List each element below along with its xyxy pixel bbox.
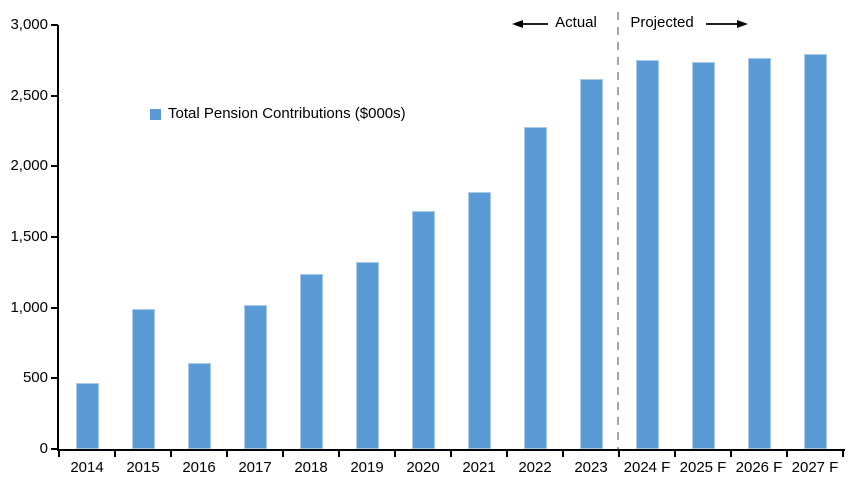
- bar-2017: [243, 304, 267, 449]
- bar-2024-f: [635, 60, 659, 449]
- x-tick-mark: [506, 449, 508, 457]
- x-axis-label: 2021: [462, 459, 496, 476]
- actual-left-arrow-icon: [512, 20, 548, 28]
- y-tick-mark: [51, 306, 58, 309]
- x-tick-mark: [562, 449, 564, 457]
- x-axis-label: 2027 F: [791, 459, 839, 476]
- y-tick-mark: [51, 377, 58, 380]
- x-axis-label: 2017: [238, 459, 272, 476]
- bar-2025-f: [691, 61, 715, 449]
- legend-marker-icon: [150, 108, 161, 120]
- bar-2020: [411, 210, 435, 449]
- x-axis-label: 2018: [294, 459, 328, 476]
- y-tick-label: 0: [39, 440, 48, 457]
- x-tick-mark: [674, 449, 676, 457]
- x-axis-label: 2025 F: [679, 459, 727, 476]
- x-tick-mark: [450, 449, 452, 457]
- projected-right-arrow-icon: [706, 20, 748, 28]
- x-axis-label: 2016: [182, 459, 216, 476]
- x-axis-label: 2024 F: [623, 459, 671, 476]
- bar-2026-f: [747, 58, 771, 449]
- bar-2027-f: [803, 53, 827, 449]
- y-tick-mark: [51, 165, 58, 168]
- y-tick-mark: [51, 94, 58, 97]
- x-tick-mark: [786, 449, 788, 457]
- actual-projected-divider: [617, 12, 619, 449]
- y-tick-label: 3,000: [10, 16, 48, 33]
- bar-2015: [131, 309, 155, 449]
- y-tick-label: 1,500: [10, 228, 48, 245]
- legend: Total Pension Contributions ($000s): [150, 105, 406, 122]
- y-tick-mark: [51, 236, 58, 238]
- x-axis-label: 2023: [574, 459, 608, 476]
- legend-label: Total Pension Contributions ($000s): [168, 105, 406, 122]
- x-tick-mark: [394, 449, 396, 457]
- x-tick-mark: [282, 449, 284, 457]
- x-axis-label: 2014: [70, 459, 104, 476]
- y-axis-line: [57, 25, 59, 451]
- x-tick-mark: [170, 449, 172, 457]
- bar-2014: [75, 382, 99, 449]
- y-tick-label: 500: [22, 369, 48, 387]
- bar-2016: [187, 362, 211, 449]
- x-tick-mark: [730, 449, 732, 457]
- bar-2018: [299, 274, 323, 449]
- bar-2022: [523, 126, 547, 449]
- x-tick-mark: [338, 449, 340, 457]
- x-tick-mark: [58, 449, 60, 457]
- x-axis-label: 2019: [350, 459, 384, 476]
- x-axis-label: 2022: [518, 459, 552, 476]
- bar-2019: [355, 262, 379, 449]
- y-tick-label: 2,000: [10, 157, 48, 175]
- x-axis-label: 2015: [126, 459, 160, 476]
- y-tick-mark: [51, 448, 58, 450]
- x-tick-mark: [226, 449, 228, 457]
- x-tick-mark: [114, 449, 116, 457]
- projected-label: Projected: [630, 14, 694, 31]
- x-tick-mark: [618, 449, 620, 457]
- bar-2021: [467, 192, 491, 449]
- x-tick-mark: [842, 449, 844, 457]
- actual-label: Actual: [555, 14, 597, 31]
- bar-2023: [579, 79, 603, 449]
- x-axis-label: 2026 F: [735, 459, 783, 476]
- y-tick-label: 1,000: [10, 298, 48, 316]
- x-axis-label: 2020: [406, 459, 440, 476]
- y-tick-mark: [51, 24, 58, 26]
- y-tick-label: 2,500: [10, 86, 48, 104]
